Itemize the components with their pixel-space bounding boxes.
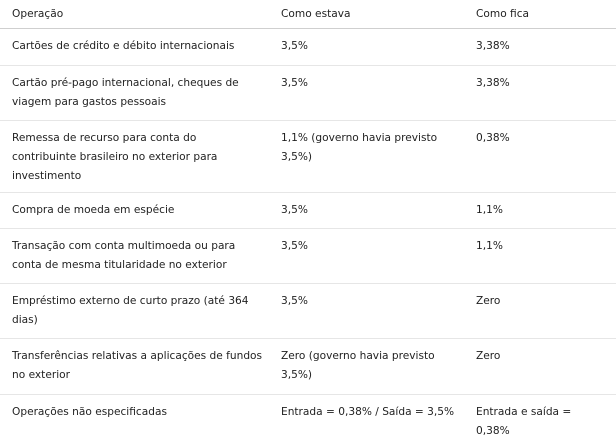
cell-como-estava: 3,5%: [273, 29, 468, 66]
cell-como-fica: 3,38%: [468, 66, 616, 121]
cell-como-fica: Entrada e saída = 0,38%: [468, 395, 616, 447]
cell-como-fica: Zero: [468, 284, 616, 339]
cell-operacao: Operações não especificadas: [0, 395, 273, 447]
table-row: Transação com conta multimoeda ou para c…: [0, 229, 616, 284]
cell-como-estava: Zero (governo havia previsto 3,5%): [273, 339, 468, 395]
cell-como-estava: 3,5%: [273, 284, 468, 339]
table-row: Remessa de recurso para conta do contrib…: [0, 121, 616, 193]
cell-operacao: Transação com conta multimoeda ou para c…: [0, 229, 273, 284]
table-row: Compra de moeda em espécie 3,5% 1,1%: [0, 193, 616, 229]
header-como-estava: Como estava: [273, 0, 468, 29]
cell-como-fica: 1,1%: [468, 229, 616, 284]
cell-operacao: Remessa de recurso para conta do contrib…: [0, 121, 273, 193]
cell-operacao: Compra de moeda em espécie: [0, 193, 273, 229]
table-row: Cartão pré-pago internacional, cheques d…: [0, 66, 616, 121]
cell-como-estava: Entrada = 0,38% / Saída = 3,5%: [273, 395, 468, 447]
cell-como-fica: 1,1%: [468, 193, 616, 229]
cell-operacao: Empréstimo externo de curto prazo (até 3…: [0, 284, 273, 339]
table-row: Operações não especificadas Entrada = 0,…: [0, 395, 616, 447]
table-row: Cartões de crédito e débito internaciona…: [0, 29, 616, 66]
cell-como-estava: 3,5%: [273, 193, 468, 229]
cell-como-fica: Zero: [468, 339, 616, 395]
cell-operacao: Cartões de crédito e débito internaciona…: [0, 29, 273, 66]
cell-como-estava: 3,5%: [273, 229, 468, 284]
cell-como-estava: 3,5%: [273, 66, 468, 121]
table-row: Transferências relativas a aplicações de…: [0, 339, 616, 395]
cell-como-estava: 1,1% (governo havia previsto 3,5%): [273, 121, 468, 193]
table-row: Empréstimo externo de curto prazo (até 3…: [0, 284, 616, 339]
cell-operacao: Cartão pré-pago internacional, cheques d…: [0, 66, 273, 121]
cell-como-fica: 3,38%: [468, 29, 616, 66]
header-operacao: Operação: [0, 0, 273, 29]
table-header-row: Operação Como estava Como fica: [0, 0, 616, 29]
header-como-fica: Como fica: [468, 0, 616, 29]
cell-como-fica: 0,38%: [468, 121, 616, 193]
cell-operacao: Transferências relativas a aplicações de…: [0, 339, 273, 395]
